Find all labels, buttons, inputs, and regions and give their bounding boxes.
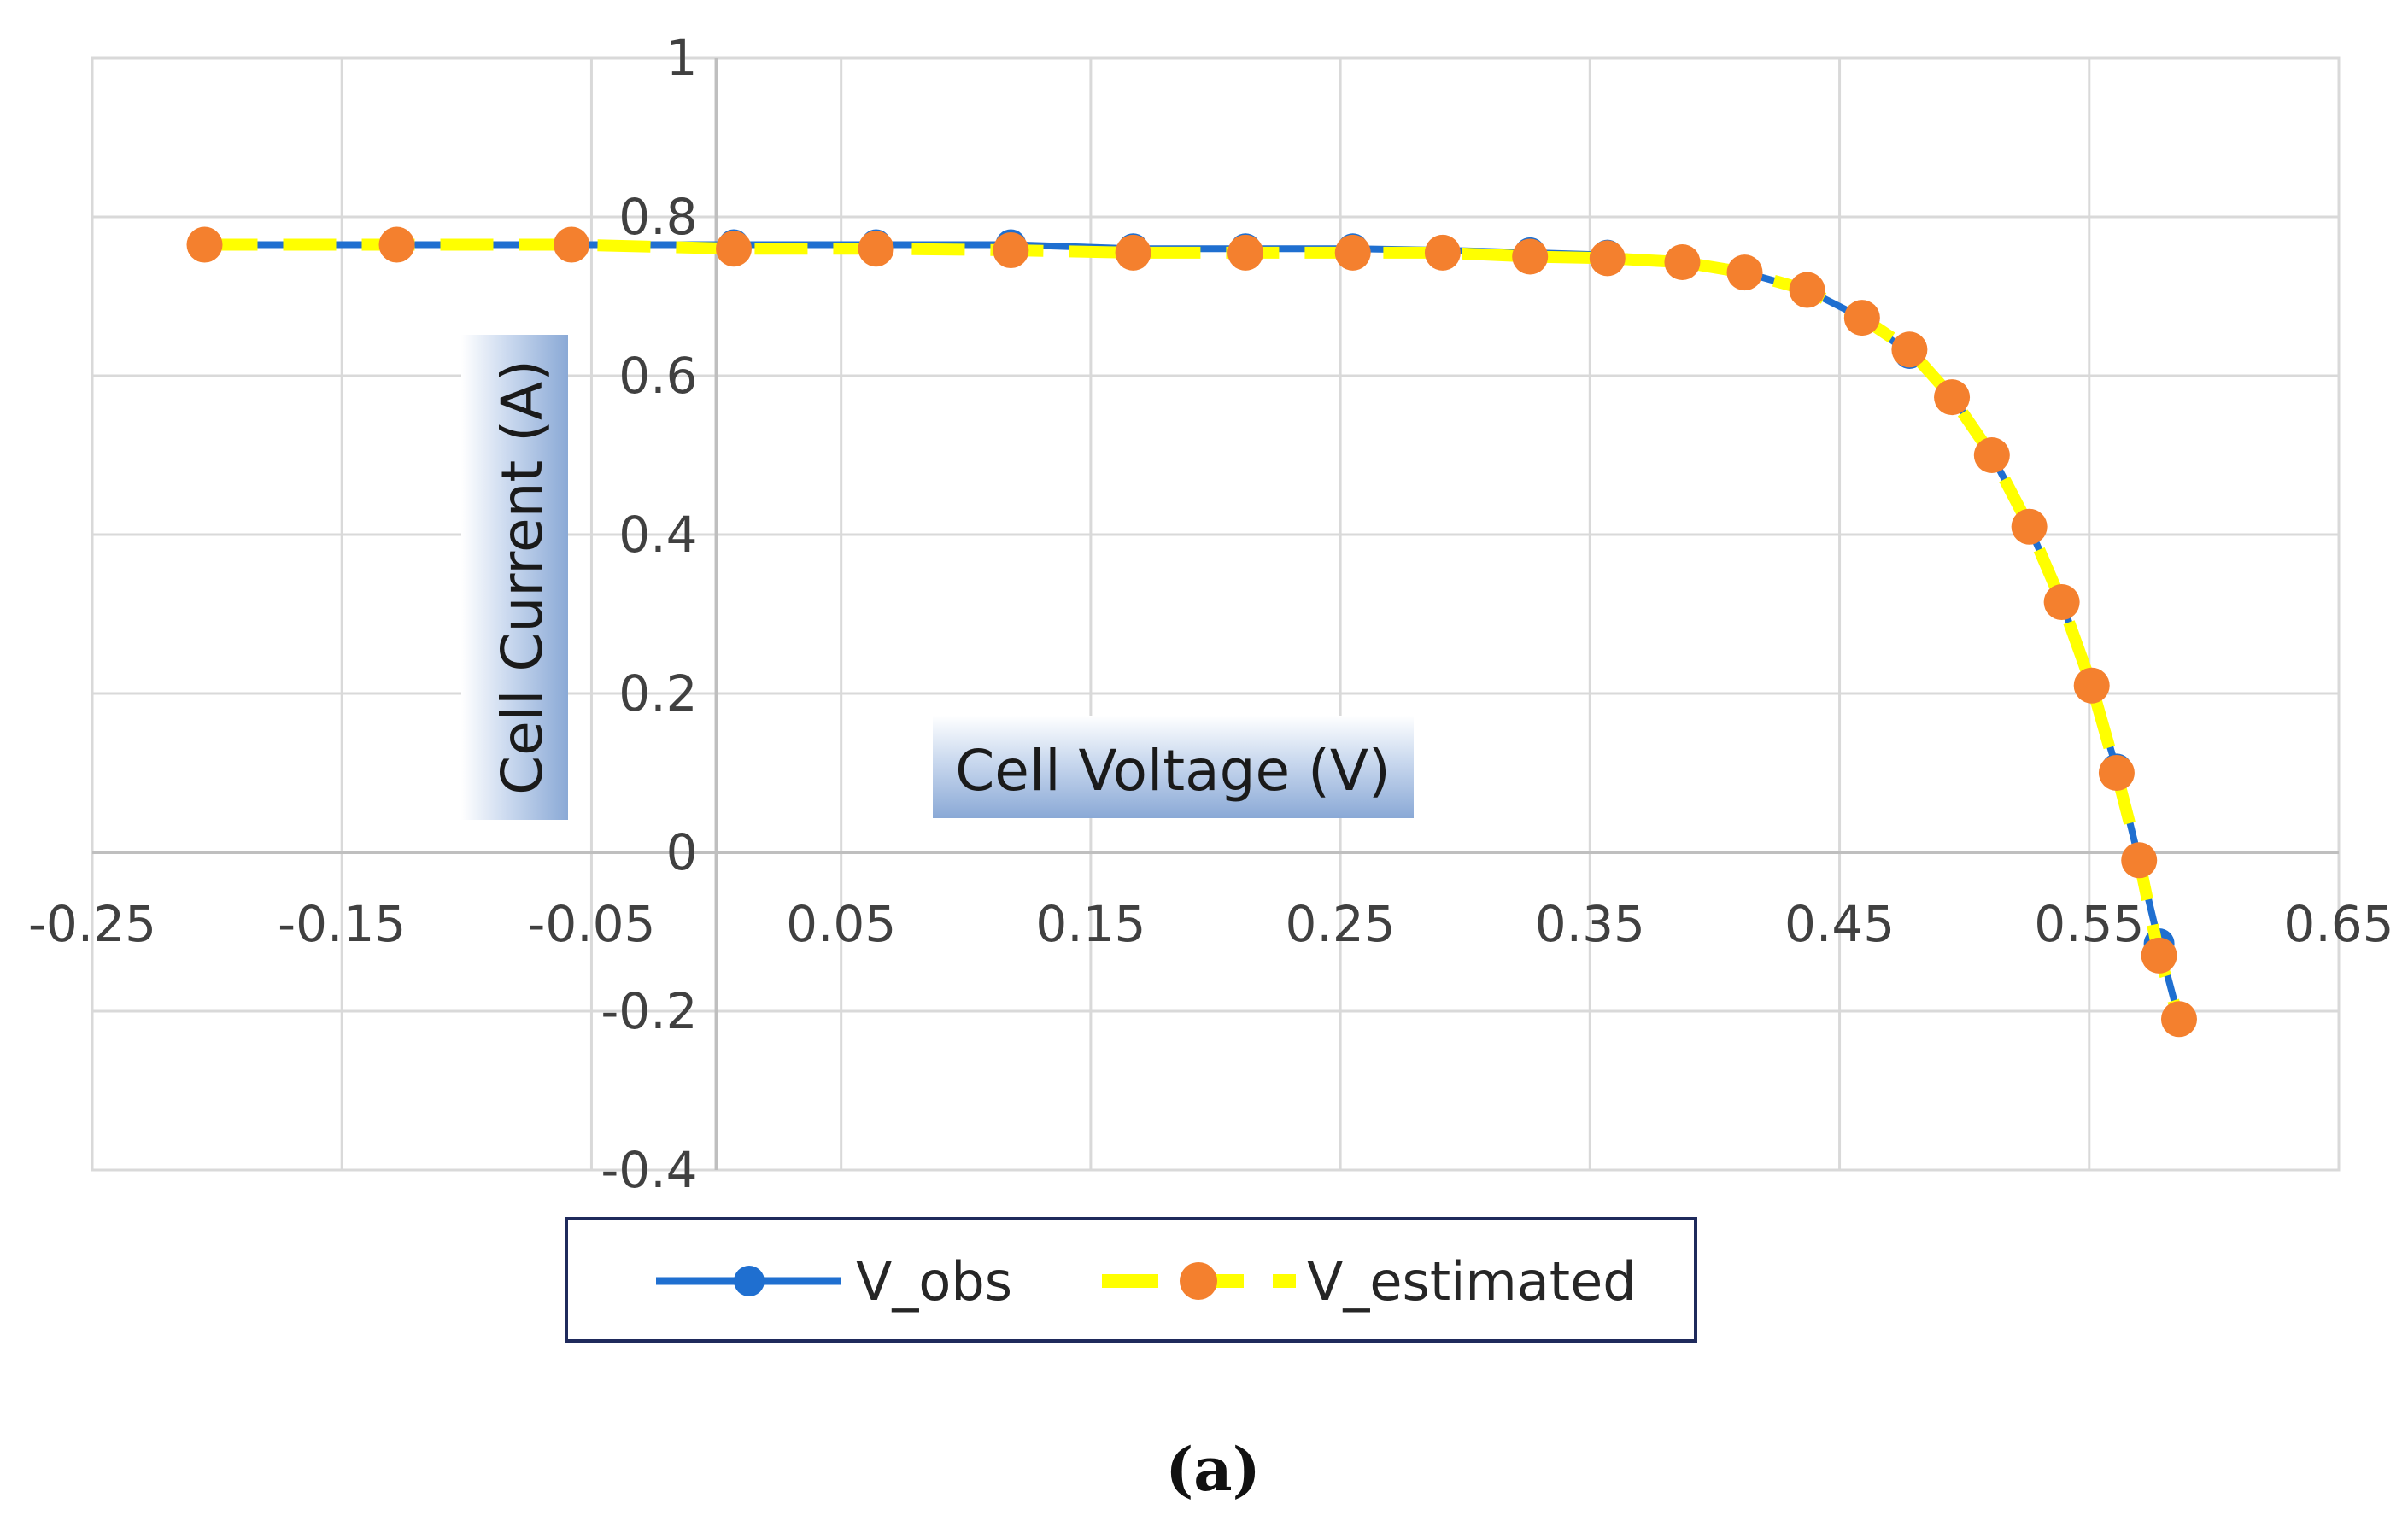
data-point-v-estimated [1512,238,1549,275]
data-point-v-estimated [993,232,1029,269]
data-point-v-estimated [378,226,415,263]
x-tick-label: -0.05 [527,895,655,953]
x-axis-title-group: Cell Voltage (V) [933,716,1414,818]
x-tick-label: 0.25 [1286,895,1396,953]
data-point-v-estimated [1227,234,1264,271]
plot-area [91,56,2341,1172]
data-point-v-estimated [1115,234,1151,271]
y-tick-label: 0.2 [618,664,697,722]
y-tick-label: 0.8 [618,188,697,246]
x-axis-ticks: -0.25 -0.15 -0.05 0.05 0.15 0.25 0.35 0.45 0.55 0… [28,895,2394,953]
legend-label-v-estimated: V_estimated [1307,1250,1637,1313]
y-tick-label: 0.6 [618,347,697,405]
x-axis-title-background [933,716,1414,818]
x-tick-label: -0.25 [28,895,156,953]
data-point-v-estimated [2011,508,2048,545]
x-tick-label: 0.55 [2034,895,2144,953]
y-tick-label: 1 [666,29,698,87]
y-tick-label: -0.4 [601,1141,697,1199]
data-point-v-estimated [1726,254,1763,291]
y-tick-label: -0.2 [601,982,697,1040]
x-axis-title: Cell Voltage (V) [955,738,1391,804]
data-point-v-estimated [858,231,894,267]
data-point-v-estimated [1891,331,1928,368]
data-point-v-estimated [2073,667,2110,704]
legend-marker-v-estimated [1180,1262,1217,1300]
data-point-v-estimated [716,231,753,267]
data-point-v-estimated [1334,234,1371,271]
x-tick-label: 0.35 [1535,895,1645,953]
y-tick-label: 0 [666,823,698,881]
x-tick-label: 0.45 [1784,895,1895,953]
legend: V_obs V_estimated [565,1217,1697,1343]
data-point-v-estimated [1789,272,1825,308]
data-point-v-estimated [2098,755,2135,791]
data-point-v-estimated [1973,437,2010,473]
x-tick-label: 0.05 [786,895,896,953]
data-point-v-estimated [2121,842,2158,879]
y-axis-ticks: -0.4 -0.2 0 0.2 0.4 0.6 0.8 1 [601,29,697,1199]
legend-marker-v-obs [734,1266,765,1296]
data-point-v-estimated [1424,234,1461,271]
data-point-v-estimated [1843,300,1880,336]
data-point-v-estimated [1664,244,1701,281]
y-axis-title-background [461,335,568,820]
figure-caption: (a) [1165,1434,1261,1505]
y-tick-label: 0.4 [618,506,697,564]
data-point-v-estimated [1934,379,1971,416]
x-tick-label: -0.15 [278,895,406,953]
series-layer [186,226,2197,1038]
data-point-v-estimated [2160,1001,2197,1038]
y-axis-title-group: Cell Current (A) [461,335,568,820]
data-point-v-estimated [1589,240,1626,277]
x-tick-label: 0.65 [2283,895,2393,953]
y-axis-title: Cell Current (A) [489,360,555,795]
legend-label-v-obs: V_obs [856,1250,1012,1313]
data-point-v-estimated [186,226,223,263]
data-point-v-estimated [2141,937,2177,974]
data-point-v-estimated [554,226,590,263]
x-tick-label: 0.15 [1035,895,1145,953]
data-point-v-estimated [2043,584,2080,621]
